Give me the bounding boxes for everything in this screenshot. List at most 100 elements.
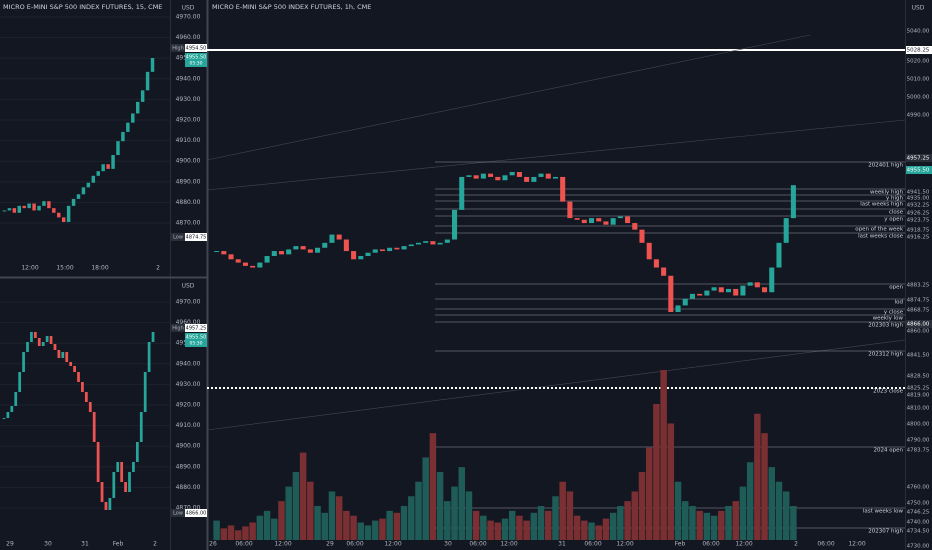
volume-bar [494,522,502,540]
volume-bar [400,506,408,540]
price-label: 4920.00 [176,117,201,124]
candle [754,282,760,288]
time-label: 12:00 [848,541,865,548]
candle [423,241,429,243]
volume-bar [285,486,292,540]
candle [61,217,66,222]
volume-bar [682,501,689,540]
candle [151,332,155,342]
trend-line [206,34,811,161]
volume-bar [552,496,559,540]
tag-box [185,44,207,52]
level-label: open of the week [855,227,904,233]
level-label: lod [895,300,903,306]
candle [769,267,775,293]
price-label: 4900.00 [176,158,201,165]
volume-bar [501,518,509,540]
volume-bar [559,481,566,540]
time-label: 30 [44,541,52,548]
candle [10,406,14,412]
volume-bar [566,491,574,540]
candle [135,442,139,462]
level-label: 2024 open [874,448,904,454]
trend-line [206,119,906,191]
tag-value: 4957.25 [186,326,207,332]
candle [293,246,299,250]
time-label: 12:00 [384,541,401,548]
candle [30,332,33,342]
candle [430,241,436,245]
volume-bar [545,510,552,540]
candle [2,418,6,419]
candle [121,131,125,142]
candle [574,218,580,220]
candle [12,208,17,213]
volume-bar [429,433,437,540]
chart-title: MICRO E-MINI S&P 500 INDEX FUTURES, 1h, … [212,3,371,11]
tag-label: Low [173,235,183,241]
candle [358,256,364,260]
price-label: 4750.00 [907,501,930,507]
volume-bar [718,510,725,540]
candle [783,218,789,243]
volume-bar [581,520,588,540]
candle [124,482,127,492]
candle [286,249,292,255]
candle [415,242,422,245]
candle [531,176,537,182]
price-label: 4810.00 [907,406,930,412]
candle [488,173,494,177]
candle [84,392,88,402]
volume-bar [314,506,321,540]
candle [41,342,45,346]
time-label: 26 [209,541,217,548]
level-label: 202307 high [868,529,903,535]
price-label: 4930.00 [176,96,201,103]
candle [639,229,645,243]
candle [53,344,57,350]
candle [2,210,7,212]
tag-label: High [172,326,184,332]
tag-box [185,324,207,332]
volume-bar [408,496,415,540]
chart-title: MICRO E-MINI S&P 500 INDEX FUTURES, 15, … [3,3,162,11]
candle [7,208,12,211]
volume-bar [227,525,235,540]
candle [408,244,414,247]
price-label: 4955.50 [907,168,930,174]
candle [242,262,248,266]
level-label: close [889,210,904,216]
candle [307,249,313,253]
time-label: 31 [81,541,89,548]
candle [790,185,796,219]
volume-bar [386,510,393,540]
volume-bar [775,481,783,540]
volume-bar [754,413,761,540]
candle [73,366,76,372]
candle [596,218,602,222]
currency: USD [182,283,195,290]
candle [116,462,120,472]
volume-bar [782,491,790,540]
time-label: 06:00 [702,541,719,548]
tag-box [171,509,185,517]
candle [675,305,681,312]
time-label: 30 [444,541,452,548]
candle [106,164,110,169]
candle [725,288,732,293]
candle [235,259,241,263]
price-label: 4970.00 [176,299,201,306]
level-label: 202303 high [868,323,903,329]
price-label: 4930.00 [176,381,201,388]
candle [139,412,143,442]
candle [22,205,26,209]
candle [91,175,96,183]
candle [538,173,544,177]
time-label: 12:00 [500,541,517,548]
price-label: 5028.25 [907,48,930,54]
volume-bar [220,528,228,540]
candle [81,382,84,392]
candle [101,164,105,172]
tag-box [171,44,185,52]
candle [711,287,717,291]
